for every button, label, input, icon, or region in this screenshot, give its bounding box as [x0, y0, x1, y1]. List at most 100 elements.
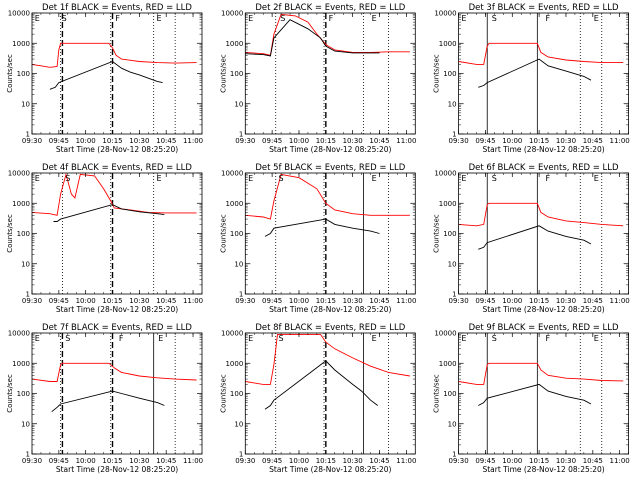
x-tick-label: 10:30 — [343, 297, 363, 305]
interval-marker: S — [279, 174, 284, 183]
panel-title: Det 5f BLACK = Events, RED = LLD — [255, 163, 405, 173]
y-tick-label: 10000 — [434, 10, 456, 18]
interval-marker: E — [372, 174, 377, 183]
x-tick-label: 09:30 — [235, 137, 255, 145]
x-tick-label: 10:30 — [129, 137, 149, 145]
y-axis-label: Counts/sec — [219, 54, 227, 93]
plot-frame — [31, 332, 203, 455]
lld-rate-line — [458, 202, 624, 227]
lld-rate-line — [245, 13, 410, 56]
event-rate-line — [49, 60, 163, 90]
interval-marker: F — [329, 14, 334, 23]
y-tick-label: 1000 — [225, 200, 243, 208]
x-tick-label: 10:00 — [76, 137, 96, 145]
x-axis-label: Start Time (28-Nov-12 08:25:20) — [482, 465, 604, 474]
y-tick-label: 1000 — [12, 360, 30, 368]
x-tick-label: 09:30 — [22, 297, 42, 305]
x-tick-label: 11:00 — [610, 137, 630, 145]
y-tick-label: 10000 — [434, 170, 456, 178]
x-tick-label: 10:30 — [343, 137, 363, 145]
event-rate-line — [51, 390, 165, 413]
x-tick-label: 10:30 — [343, 457, 363, 465]
x-tick-label: 11:00 — [183, 457, 203, 465]
x-tick-label: 11:00 — [183, 137, 203, 145]
x-tick-label: 09:30 — [22, 137, 42, 145]
y-tick-label: 10000 — [8, 170, 30, 178]
interval-marker: E — [372, 14, 377, 23]
event-rate-line — [53, 204, 165, 222]
y-tick-label: 1 — [452, 131, 456, 139]
interval-marker: E — [248, 334, 253, 343]
y-tick-label: 1000 — [12, 40, 30, 48]
x-tick-label: 09:45 — [262, 137, 282, 145]
y-axis-label: Counts/sec — [219, 214, 227, 253]
y-axis-label: Counts/sec — [6, 214, 14, 253]
x-tick-label: 10:00 — [502, 457, 522, 465]
interval-marker: S — [492, 334, 497, 343]
interval-marker: E — [156, 14, 161, 23]
panel-title: Det 1f BLACK = Events, RED = LLD — [42, 3, 192, 13]
y-tick-label: 100 — [443, 230, 456, 238]
interval-marker: E — [158, 334, 163, 343]
y-tick-label: 100 — [17, 230, 30, 238]
x-tick-label: 09:30 — [449, 457, 469, 465]
x-tick-label: 10:45 — [156, 297, 176, 305]
interval-marker: F — [545, 14, 550, 23]
x-tick-label: 10:00 — [502, 297, 522, 305]
y-tick-label: 1 — [26, 451, 30, 459]
x-axis-label: Start Time (28-Nov-12 08:25:20) — [56, 305, 178, 314]
y-tick-label: 1 — [239, 131, 243, 139]
plot-frame — [244, 332, 416, 455]
interval-marker: E — [372, 334, 377, 343]
interval-marker: E — [35, 334, 40, 343]
y-tick-label: 100 — [443, 70, 456, 78]
x-tick-label: 09:45 — [49, 137, 69, 145]
y-tick-label: 100 — [17, 390, 30, 398]
x-tick-label: 09:45 — [475, 137, 495, 145]
plot-frame — [458, 12, 630, 135]
x-tick-label: 11:00 — [396, 137, 416, 145]
x-tick-label: 10:00 — [289, 137, 309, 145]
x-axis-label: Start Time (28-Nov-12 08:25:20) — [269, 145, 391, 154]
y-tick-label: 1 — [26, 131, 30, 139]
interval-marker: F — [119, 334, 124, 343]
x-tick-label: 10:30 — [556, 137, 576, 145]
lld-rate-line — [245, 333, 410, 385]
x-tick-label: 10:30 — [129, 457, 149, 465]
panel-title: Det 8f BLACK = Events, RED = LLD — [255, 323, 405, 333]
panel-title: Det 4f BLACK = Events, RED = LLD — [42, 163, 192, 173]
y-axis-label: Counts/sec — [433, 374, 441, 413]
y-tick-label: 1000 — [439, 40, 457, 48]
y-tick-label: 10000 — [8, 10, 30, 18]
y-tick-label: 10000 — [221, 170, 243, 178]
interval-marker: E — [35, 174, 40, 183]
interval-marker: F — [545, 174, 550, 183]
y-tick-label: 10 — [21, 260, 30, 268]
y-tick-label: 10000 — [221, 10, 243, 18]
x-axis-label: Start Time (28-Nov-12 08:25:20) — [56, 145, 178, 154]
x-tick-label: 09:45 — [49, 457, 69, 465]
plot-frame — [31, 172, 203, 295]
interval-marker: E — [248, 14, 253, 23]
panel-title: Det 2f BLACK = Events, RED = LLD — [255, 3, 405, 13]
y-tick-label: 10000 — [221, 330, 243, 338]
interval-marker: S — [492, 14, 497, 23]
y-tick-label: 1 — [452, 291, 456, 299]
y-tick-label: 10 — [448, 100, 457, 108]
x-tick-label: 10:15 — [102, 137, 122, 145]
y-tick-label: 1000 — [12, 200, 30, 208]
event-rate-line — [245, 19, 380, 57]
x-tick-label: 10:45 — [369, 137, 389, 145]
x-tick-label: 10:30 — [556, 297, 576, 305]
x-tick-label: 09:45 — [262, 297, 282, 305]
y-tick-label: 1 — [26, 291, 30, 299]
y-tick-label: 10 — [234, 100, 243, 108]
event-rate-line — [264, 218, 380, 237]
